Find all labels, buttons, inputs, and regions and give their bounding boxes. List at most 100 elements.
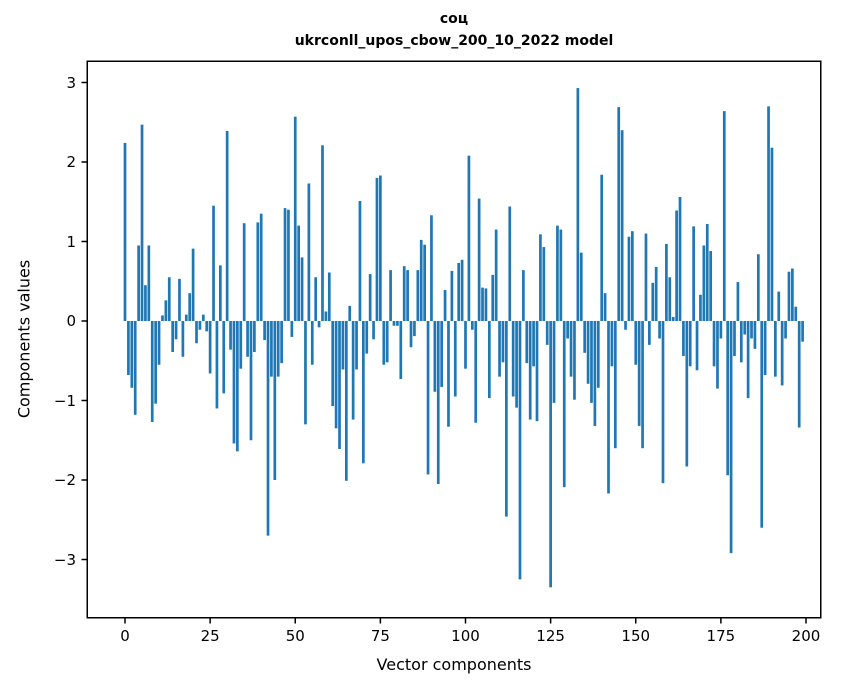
spine-top (86, 60, 822, 62)
bar-170 (702, 245, 706, 321)
bar-90 (430, 215, 433, 321)
bar-60 (327, 272, 331, 321)
bar-24 (205, 321, 209, 332)
bar-65 (344, 321, 348, 481)
bar-73 (372, 321, 375, 340)
bar-17 (181, 321, 185, 357)
bar-154 (648, 321, 651, 345)
bar-40 (259, 213, 263, 321)
bar-197 (794, 306, 798, 321)
bar-29 (222, 321, 226, 394)
y-tick-3 (81, 81, 87, 84)
bar-103 (474, 321, 478, 423)
bar-37 (249, 321, 253, 441)
x-tick-100 (464, 618, 467, 624)
bar-55 (310, 321, 314, 365)
bar-82 (402, 266, 406, 321)
x-tick-150 (635, 618, 637, 624)
bar-43 (270, 321, 273, 377)
bar-198 (797, 321, 801, 428)
bar-86 (416, 270, 420, 321)
bar-92 (436, 321, 440, 484)
bar-196 (791, 268, 794, 321)
x-tick-label-25: 25 (200, 627, 220, 645)
x-tick-label-125: 125 (536, 627, 565, 645)
bar-156 (654, 266, 658, 321)
bar-34 (239, 321, 243, 369)
bar-195 (787, 271, 791, 321)
bar-166 (688, 321, 692, 367)
bar-100 (464, 321, 467, 369)
y-tick-label-1: 1 (66, 232, 76, 251)
bar-18 (184, 314, 188, 321)
y-tick--3 (81, 558, 87, 561)
bar-10 (157, 321, 161, 365)
bar-163 (678, 196, 682, 321)
bar-116 (518, 321, 522, 580)
bar-189 (767, 106, 770, 321)
bar-153 (644, 233, 648, 321)
bar-1 (127, 321, 130, 376)
bar-16 (178, 278, 181, 321)
bar-39 (256, 222, 260, 321)
x-tick-175 (720, 618, 722, 624)
bar-193 (780, 321, 784, 386)
bar-26 (212, 205, 215, 321)
bar-42 (266, 321, 270, 536)
bar-112 (505, 321, 508, 517)
bar-149 (630, 231, 634, 321)
x-tick-label-100: 100 (451, 627, 480, 645)
bar-171 (705, 224, 709, 321)
y-tick-label--3: −3 (53, 550, 76, 569)
bar-144 (613, 321, 617, 449)
bar-152 (641, 321, 644, 449)
bar-162 (675, 210, 678, 321)
bar-155 (651, 282, 655, 321)
bar-132 (573, 321, 576, 400)
bar-102 (470, 321, 474, 330)
bar-35 (242, 223, 246, 321)
bar-158 (661, 321, 665, 484)
bar-91 (433, 321, 437, 392)
bar-67 (351, 321, 355, 420)
x-tick-75 (379, 618, 382, 624)
bar-79 (392, 321, 396, 326)
bar-21 (195, 321, 198, 344)
bar-147 (624, 321, 627, 330)
bar-19 (188, 293, 192, 321)
bar-120 (532, 321, 535, 367)
bar-22 (198, 321, 202, 330)
bar-81 (399, 321, 403, 380)
bar-104 (477, 198, 481, 321)
y-tick--2 (81, 479, 87, 481)
bar-176 (722, 111, 726, 322)
bar-84 (409, 321, 413, 348)
bar-159 (665, 243, 668, 321)
bar-117 (522, 270, 525, 321)
bar-118 (525, 321, 529, 364)
y-tick-label--1: −1 (53, 391, 76, 410)
bar-131 (569, 321, 573, 377)
bar-87 (419, 239, 423, 321)
bar-140 (600, 174, 604, 321)
bar-168 (695, 321, 699, 371)
bar-69 (358, 200, 362, 321)
chart-title: соц ukrconll_upos_cbow_200_10_2022 model (294, 11, 614, 49)
bar-8 (150, 321, 154, 422)
bar-64 (341, 321, 345, 370)
bar-80 (396, 321, 399, 326)
bar-139 (596, 321, 600, 388)
bar-185 (753, 321, 757, 349)
bar-45 (276, 321, 280, 377)
bar-52 (300, 257, 304, 321)
spine-right (820, 62, 822, 617)
bar-7 (147, 245, 151, 321)
x-tick-50 (294, 618, 296, 624)
bar-36 (246, 321, 249, 357)
spine-left (86, 62, 88, 617)
bar-128 (559, 229, 563, 321)
x-tick-0 (124, 618, 126, 624)
bar-33 (236, 321, 239, 452)
bar-83 (406, 270, 409, 321)
bar-141 (603, 293, 607, 321)
